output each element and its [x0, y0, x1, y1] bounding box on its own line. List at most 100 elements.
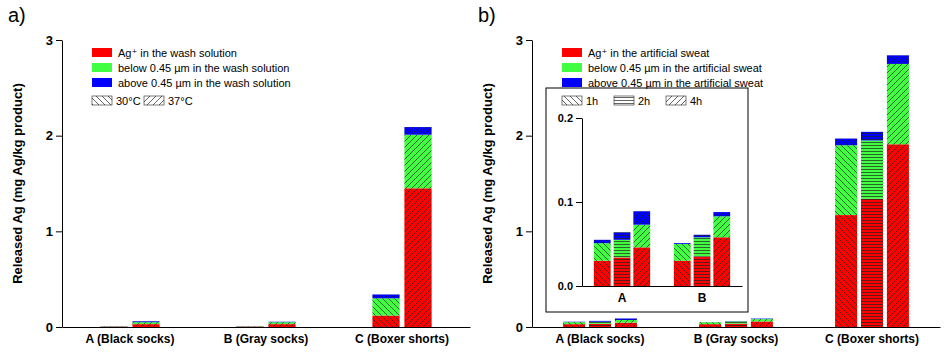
- y-axis: 0 1 2 3: [516, 33, 533, 335]
- bar-segment: [694, 257, 711, 286]
- bar-segment: [615, 320, 637, 323]
- legend-label: above 0.45 µm in the wash solution: [118, 77, 291, 89]
- bar-segment: [835, 145, 857, 215]
- x-tick: A (Black socks): [556, 327, 645, 346]
- bar-segment: [633, 247, 650, 286]
- bar-segment: [236, 326, 263, 327]
- y-tick: 0.0: [558, 280, 582, 292]
- bar-segment: [563, 321, 585, 322]
- bar-segment: [404, 127, 431, 135]
- y-tick: 1: [516, 224, 532, 239]
- legend: Ag⁺ in the wash solutionbelow 0.45 µm in…: [92, 47, 291, 107]
- axis-line: [63, 327, 471, 328]
- bar-segment: [614, 240, 631, 258]
- legend-hatch-swatch: [666, 96, 686, 105]
- x-tick: B: [698, 286, 707, 305]
- bar-segment: [713, 237, 730, 286]
- legend-label: 37°C: [168, 95, 193, 107]
- x-tick: C (Boxer shorts): [825, 327, 919, 346]
- bar-segment: [694, 235, 711, 238]
- bar-segment: [835, 139, 857, 146]
- bar-segment: [861, 132, 883, 141]
- inset: 0.00.10.2AB: [546, 88, 748, 312]
- y-axis: 0.0 0.1 0.2: [558, 112, 583, 292]
- legend-hatch-swatch: [562, 96, 582, 105]
- bar-segment: [674, 261, 691, 286]
- panel-title: a): [8, 4, 26, 26]
- tick-mark: [56, 231, 62, 232]
- tick-label: 3: [516, 33, 523, 48]
- legend-label: 1h: [586, 95, 598, 107]
- bar-segment: [594, 240, 611, 243]
- legend-swatch: [562, 63, 582, 72]
- tick-label: 0.1: [558, 196, 573, 208]
- bar-segment: [887, 55, 909, 64]
- bar-segment: [268, 324, 295, 327]
- tick-mark: [526, 327, 532, 328]
- bar-segment: [268, 321, 295, 322]
- chart-svg: a) 0 1 2 3 A (Black socks) B (Gray socks) C (Bo…: [0, 0, 946, 360]
- x-axis: AB: [583, 286, 743, 305]
- y-axis-title: Released Ag (mg Ag/kg product): [10, 83, 25, 284]
- tick-label: B (Gray socks): [224, 332, 309, 346]
- bar-segment: [751, 318, 773, 319]
- tick-label: A: [618, 291, 627, 305]
- bar-segment: [594, 243, 611, 261]
- bar-segment: [614, 232, 631, 240]
- axis-line: [533, 327, 941, 328]
- tick-label: 0.0: [558, 280, 573, 292]
- bar-segment: [236, 326, 263, 327]
- tick-label: C (Boxer shorts): [825, 332, 919, 346]
- bar-segment: [268, 322, 295, 324]
- bar-segment: [100, 326, 127, 327]
- y-tick: 0.1: [558, 196, 582, 208]
- tick-label: 2: [516, 128, 523, 143]
- bar-segment: [563, 324, 585, 327]
- x-axis: A (Black socks) B (Gray socks) C (Boxer sh…: [533, 327, 941, 346]
- tick-mark: [576, 118, 582, 119]
- x-tick: B (Gray socks): [224, 327, 309, 346]
- legend-label: Ag⁺ in the artificial sweat: [588, 47, 709, 59]
- x-axis: A (Black socks)B (Gray socks)C (Boxer sh…: [63, 327, 471, 346]
- bar-segment: [633, 225, 650, 248]
- bar-segment: [887, 64, 909, 144]
- legend-swatch: [92, 48, 112, 57]
- legend-label: 30°C: [116, 95, 141, 107]
- x-tick: C (Boxer shorts): [355, 327, 449, 346]
- bar-segment: [100, 326, 127, 327]
- tick-label: 3: [46, 33, 53, 48]
- tick-mark: [526, 40, 532, 41]
- y-axis-title: Released Ag (mg Ag/kg product): [480, 83, 495, 284]
- bars: [100, 127, 431, 327]
- tick-mark: [526, 136, 532, 137]
- bar-segment: [236, 326, 263, 327]
- bar-segment: [861, 199, 883, 327]
- tick-mark: [56, 136, 62, 137]
- bar-segment: [404, 188, 431, 327]
- y-tick: 3: [46, 33, 62, 48]
- bar-segment: [594, 261, 611, 286]
- tick-label: 0: [516, 320, 523, 335]
- tick-label: 0.2: [558, 112, 573, 124]
- bar-segment: [372, 316, 399, 327]
- inset-bars: [594, 211, 730, 286]
- bar-segment: [589, 322, 611, 324]
- legend-label: above 0.45 µm in the artificial sweat: [588, 77, 763, 89]
- bar-segment: [404, 135, 431, 189]
- y-tick: 0: [46, 320, 62, 335]
- bar-segment: [674, 244, 691, 261]
- y-tick: 0.2: [558, 112, 582, 124]
- bar-segment: [699, 324, 721, 327]
- bar-segment: [589, 320, 611, 322]
- legend-label: below 0.45 µm in the artificial sweat: [588, 62, 762, 74]
- panel: a)0123A (Black socks)B (Gray socks)C (Bo…: [8, 4, 471, 346]
- y-tick: 1: [46, 224, 62, 239]
- bar-segment: [674, 243, 691, 245]
- legend-label: 2h: [638, 95, 650, 107]
- axis-line: [62, 41, 63, 328]
- panel: b)0123A (Black socks)B (Gray socks)C (Bo…: [478, 4, 941, 346]
- x-tick: B (Gray socks): [694, 327, 779, 346]
- bar-segment: [699, 322, 721, 323]
- tick-label: A (Black socks): [556, 332, 645, 346]
- bar-segment: [132, 321, 159, 323]
